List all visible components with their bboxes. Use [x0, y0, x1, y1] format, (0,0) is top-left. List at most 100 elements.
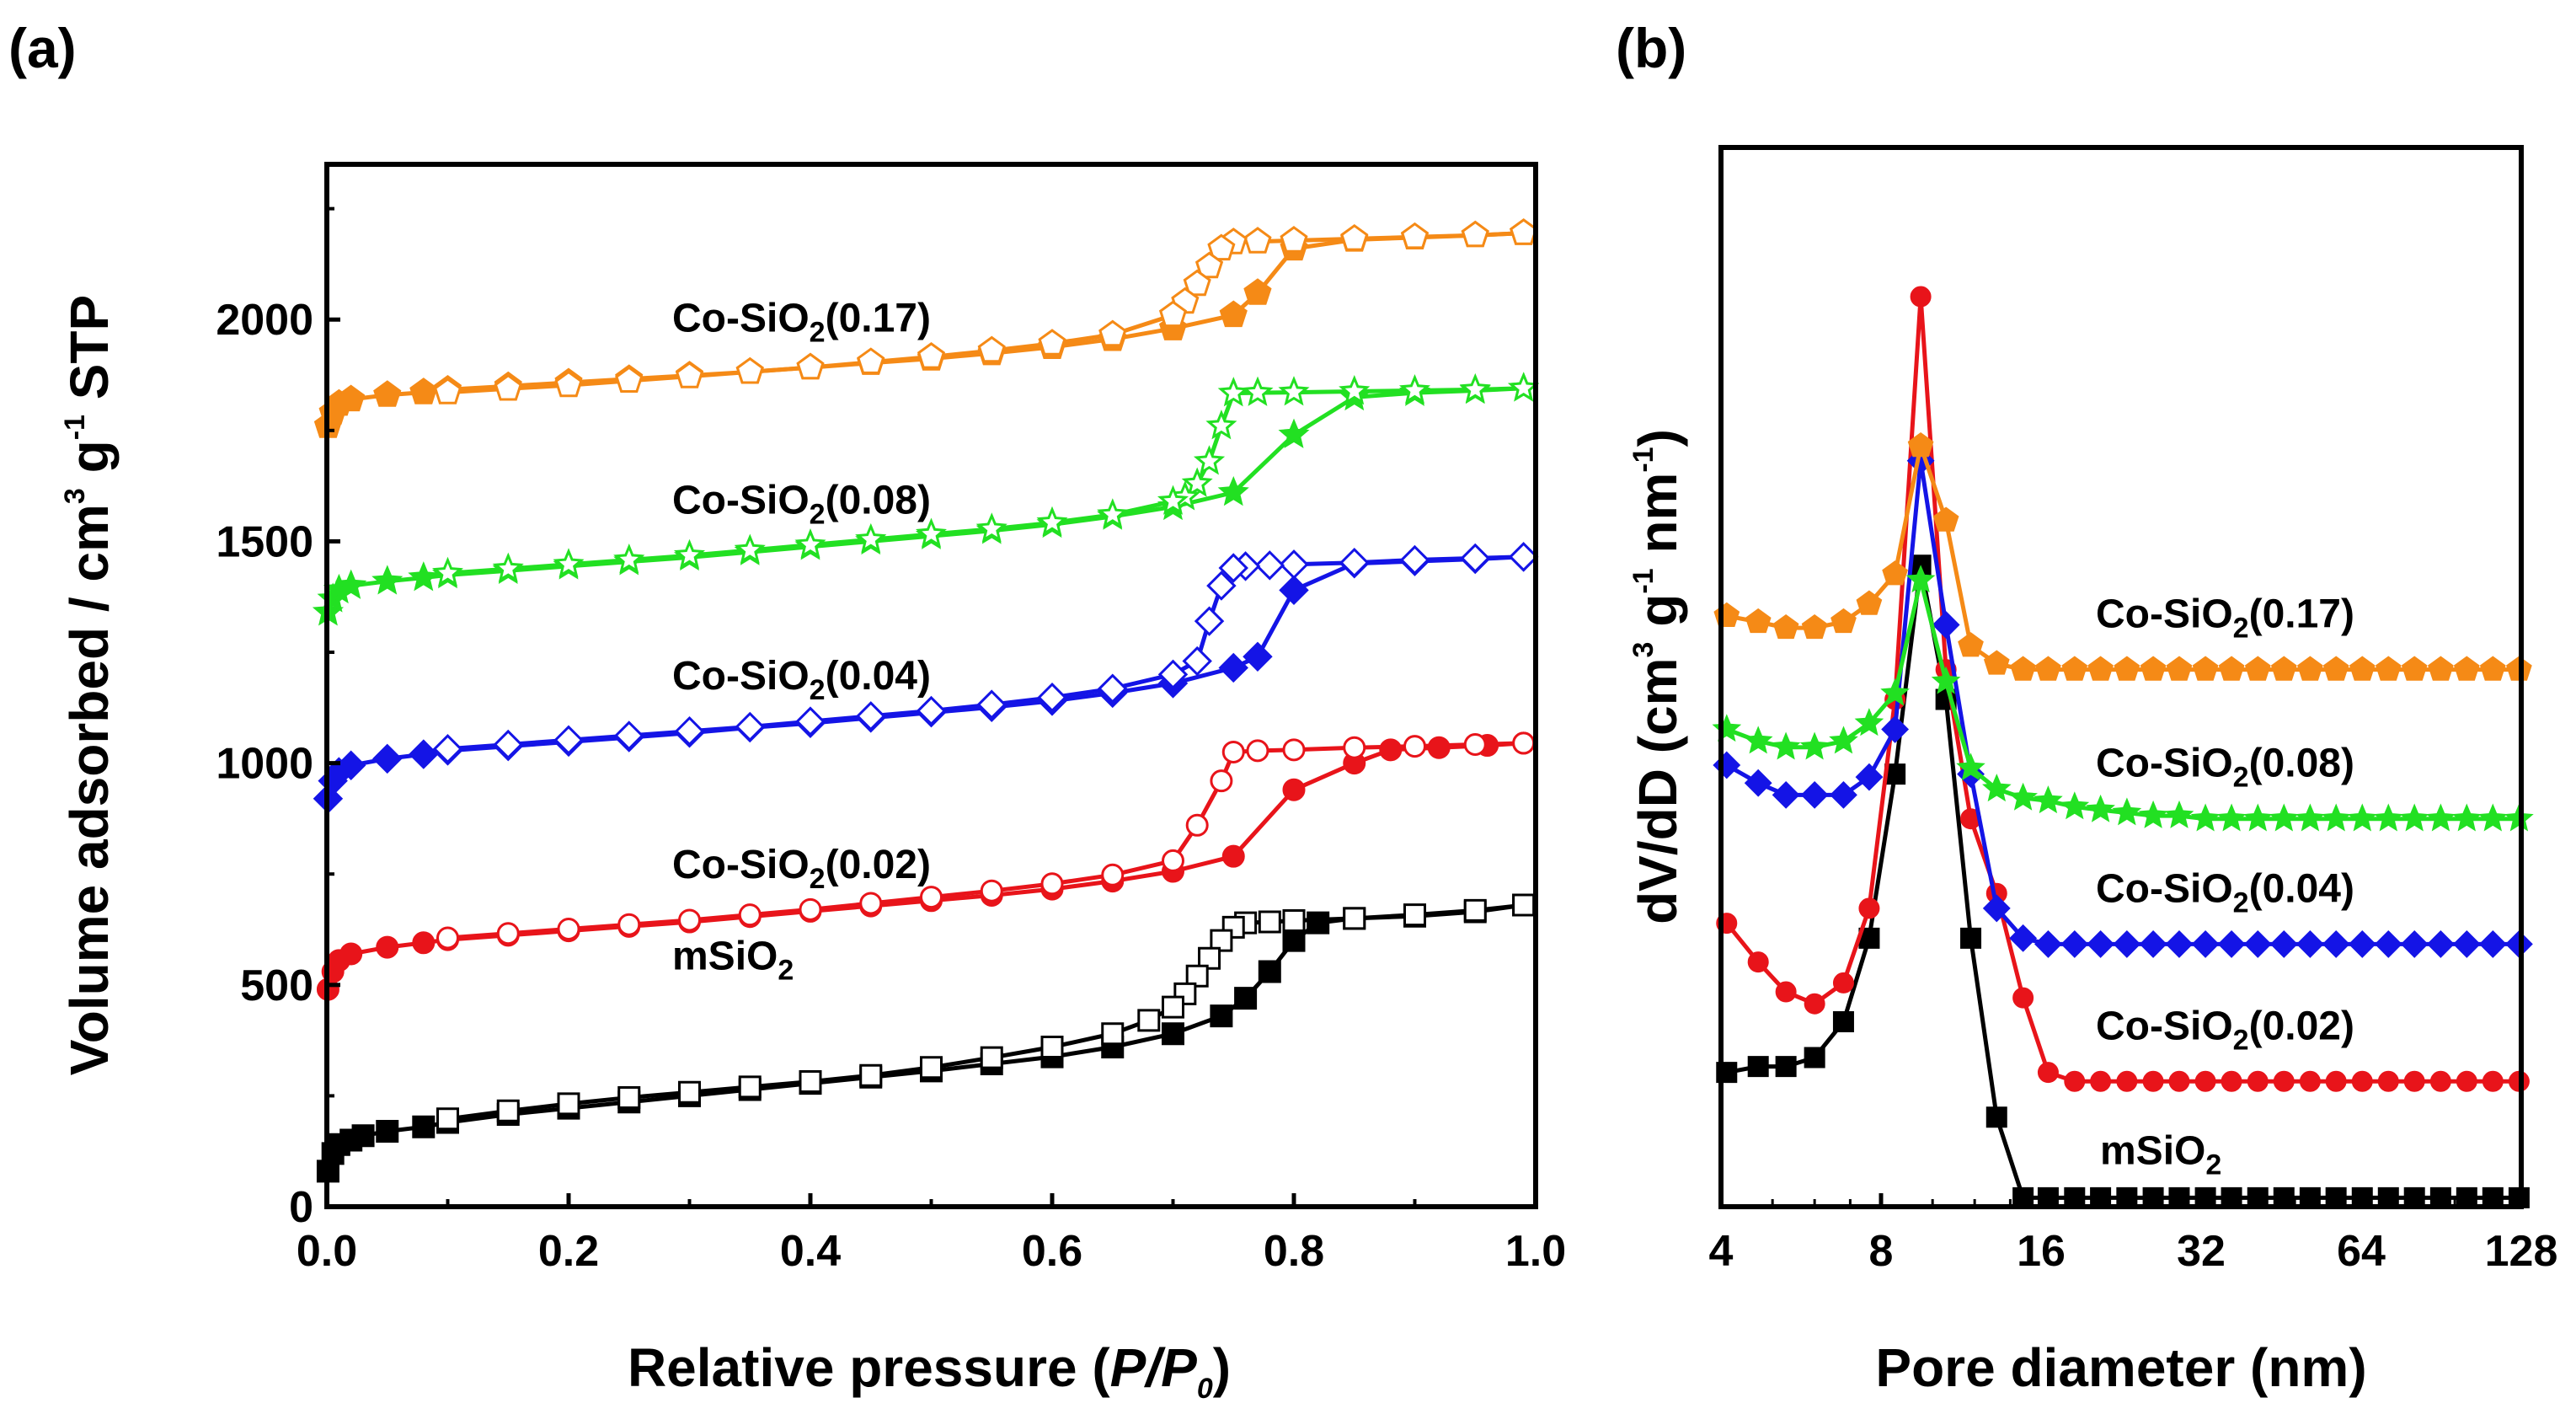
- panel-b-co-sio2-0-02-point: [2012, 987, 2034, 1009]
- panel-a-co-sio2-0-04-desorption-point: [1399, 544, 1430, 576]
- panel-a-co-sio2-0-04-desorption-point: [735, 711, 765, 742]
- panel-a-co-sio2-0-17-desorption-point: [1510, 218, 1538, 245]
- panel-a-co-sio2-0-04-desorption-point: [1508, 542, 1539, 572]
- panel-b-y-axis-title: dV/dD (cm3 g-1 nm-1): [1627, 429, 1688, 924]
- panel-a-msio2-desorption-point: [1343, 907, 1366, 930]
- panel-b-co-sio2-0-02-point: [2377, 1070, 2399, 1092]
- panel-b-co-sio2-0-08-point: [1931, 666, 1961, 694]
- panel-b-msio2-label: mSiO2: [2100, 1128, 2221, 1181]
- panel-a-y-tick-label: 1500: [216, 517, 313, 566]
- panel-a-co-sio2-0-02-desorption-point: [1101, 863, 1125, 886]
- panel-b-x-tick-label: 16: [2017, 1227, 2066, 1276]
- panel-a-co-sio2-0-04-desorption-line: [447, 554, 1524, 752]
- panel-b-co-sio2-0-04-label: Co-SiO2(0.04): [2096, 866, 2354, 919]
- panel-a-co-sio2-0-02-desorption-point: [1185, 813, 1209, 837]
- panel-b-co-sio2-0-02-point: [2325, 1070, 2347, 1092]
- panel-b-co-sio2-0-08-point: [2034, 785, 2063, 814]
- panel-a-co-sio2-0-17-adsorption-point: [1243, 278, 1272, 305]
- panel-b-co-sio2-0-04-point: [1881, 715, 1910, 743]
- panel-a-co-sio2-0-04-desorption-point: [1157, 659, 1189, 690]
- panel-a-co-sio2-0-08-adsorption-point: [1217, 476, 1249, 506]
- panel-b-co-sio2-0-17-point: [2428, 656, 2454, 681]
- panel-a-co-sio2-0-08-desorption-point: [492, 552, 524, 582]
- panel-a-series-layer: [312, 218, 1540, 1183]
- panel-a-co-sio2-0-08-desorption-point: [1036, 506, 1068, 537]
- panel-b-co-sio2-0-08-point: [1905, 565, 1936, 593]
- panel-a-co-sio2-0-02-desorption-point: [1040, 872, 1064, 896]
- panel-b-co-sio2-0-17-point: [2479, 656, 2506, 681]
- panel-b-co-sio2-0-08-point: [2373, 803, 2403, 832]
- panel-a-co-sio2-0-17-desorption-point: [1243, 227, 1272, 254]
- panel-a-co-sio2-0-02-desorption-point: [799, 897, 822, 921]
- panel-b-co-sio2-0-17-point: [1932, 506, 1959, 532]
- panel-a-co-sio2-0-02-label: Co-SiO2(0.02): [672, 843, 931, 895]
- panel-b-x-tick-label: 4: [1709, 1227, 1734, 1276]
- panel-b-co-sio2-0-08-point: [2451, 803, 2482, 832]
- panel-a-co-sio2-0-02-adsorption-point: [339, 942, 363, 966]
- panel-b-co-sio2-0-04-point: [1800, 780, 1829, 809]
- panel-b-co-sio2-0-08-point: [1854, 708, 1884, 736]
- panel-b-co-sio2-0-08-point: [2347, 803, 2377, 832]
- panel-a-msio2-desorption-point: [1403, 903, 1426, 927]
- panel-a-co-sio2-0-17-desorption-point: [1207, 233, 1236, 261]
- panel-a-co-sio2-0-17-desorption-point: [1280, 226, 1308, 253]
- panel-a-co-sio2-0-02-desorption-point: [436, 926, 459, 950]
- panel-a-co-sio2-0-04-desorption-point: [1206, 570, 1237, 601]
- panel-a-co-sio2-0-17-desorption-point: [977, 335, 1006, 363]
- panel-a-co-sio2-0-17-label: Co-SiO2(0.17): [672, 297, 931, 349]
- panel-a-co-sio2-0-17-desorption-point: [796, 352, 825, 380]
- panel-a-msio2-desorption-point: [1101, 1022, 1125, 1046]
- panel-b-co-sio2-0-02-point: [2351, 1070, 2373, 1092]
- panel-a-msio2-desorption-point: [738, 1075, 762, 1099]
- panel-b-co-sio2-0-02-point: [2299, 1070, 2321, 1092]
- panel-b-co-sio2-0-17-point: [1745, 608, 1772, 634]
- panel-a-msio2-adsorption-point: [1162, 1022, 1184, 1046]
- panel-b-co-sio2-0-08-point: [1743, 726, 1773, 754]
- panel-a-co-sio2-0-08-desorption-point: [1157, 485, 1189, 515]
- panel-b-co-sio2-0-17-point: [2192, 656, 2219, 681]
- panel-a-x-tick-label: 0.2: [538, 1227, 599, 1276]
- panel-b-x-axis-title: Pore diameter (nm): [1875, 1337, 2366, 1398]
- panel-b-co-sio2-0-04-point: [1855, 763, 1884, 791]
- panel-b-co-sio2-0-08-point: [2112, 797, 2142, 826]
- panel-a-co-sio2-0-04-desorption-point: [674, 715, 705, 747]
- panel-a-msio2-desorption-point: [859, 1063, 883, 1087]
- panel-b-co-sio2-0-02-point: [1858, 897, 1880, 919]
- panel-b-co-sio2-0-08-point: [2426, 803, 2456, 832]
- panel-b-co-sio2-0-17-label: Co-SiO2(0.17): [2096, 592, 2354, 645]
- panel-a-co-sio2-0-04-adsorption-point: [1218, 652, 1248, 683]
- panel-a-co-sio2-0-17-desorption-point: [1194, 251, 1224, 279]
- panel-b-co-sio2-0-02-point: [2142, 1070, 2164, 1092]
- panel-b-co-sio2-0-17-point: [2322, 656, 2349, 681]
- panel-a-co-sio2-0-08-desorption-point: [673, 538, 706, 570]
- panel-b-co-sio2-0-17-point: [2375, 656, 2402, 681]
- panel-b-co-sio2-0-04-point: [2269, 929, 2298, 958]
- panel-a-msio2-label: mSiO2: [672, 934, 794, 986]
- panel-a-co-sio2-0-02-adsorption-point: [1427, 736, 1451, 759]
- panel-b-co-sio2-0-08-point: [1799, 731, 1830, 760]
- panel-b-co-sio2-0-17-point: [1830, 608, 1857, 634]
- panel-a-co-sio2-0-17-adsorption-point: [373, 380, 402, 407]
- panel-a-msio2-adsorption-point: [412, 1115, 436, 1138]
- panel-b-co-sio2-0-04-point: [1744, 769, 1772, 797]
- panel-b-co-sio2-0-08-point: [1880, 678, 1910, 706]
- panel-b-co-sio2-0-08-point: [2164, 800, 2194, 828]
- panel-b-co-sio2-0-17-point: [2244, 656, 2271, 681]
- panel-a-co-sio2-0-04-label: Co-SiO2(0.04): [672, 654, 931, 706]
- panel-a-co-sio2-0-04-desorption-point: [493, 729, 523, 760]
- panel-b-co-sio2-0-17-point: [1983, 650, 2010, 675]
- panel-b-co-sio2-0-08-point: [2190, 803, 2221, 832]
- panel-a-x-tick-label: 0.8: [1264, 1227, 1324, 1276]
- panel-a-co-sio2-0-04-desorption-point: [614, 720, 644, 751]
- panel-a-msio2-desorption-point: [799, 1070, 822, 1094]
- panel-a-msio2-desorption-point: [557, 1092, 580, 1116]
- panel-b-co-sio2-0-08-label: Co-SiO2(0.08): [2096, 742, 2354, 794]
- panel-a-co-sio2-0-17-desorption-point: [1461, 220, 1489, 248]
- panel-a-co-sio2-0-04-desorption-point: [1037, 682, 1067, 713]
- panel-a-co-sio2-0-17-adsorption-point: [337, 384, 366, 412]
- panel-b-co-sio2-0-17-point: [2453, 656, 2480, 681]
- panel-b-co-sio2-0-02-point: [2273, 1070, 2295, 1092]
- panel-b-co-sio2-0-17-point: [2218, 656, 2245, 681]
- panel-b-co-sio2-0-17-point: [2087, 656, 2114, 681]
- panel-a-msio2-desorption-point: [980, 1046, 1003, 1069]
